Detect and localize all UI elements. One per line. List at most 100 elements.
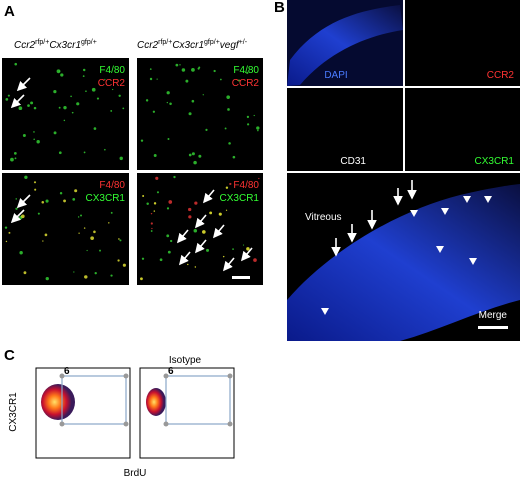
cell-dot	[110, 211, 113, 214]
cell-dot	[14, 62, 18, 66]
cell-dot	[96, 97, 100, 100]
cell-dot	[173, 175, 176, 179]
cell-dot	[37, 212, 40, 215]
cell-dot	[166, 207, 170, 210]
cell-dot	[104, 148, 106, 151]
cell-dot	[44, 233, 48, 237]
gate-handle	[227, 421, 233, 427]
micrograph	[2, 58, 129, 170]
cell-dot	[18, 106, 23, 111]
cell-dot	[14, 157, 17, 160]
cell-dot	[150, 222, 153, 225]
cell-dot	[246, 247, 250, 251]
cell-dot	[188, 112, 192, 116]
cell-dot	[45, 199, 49, 203]
cell-dot	[58, 151, 62, 155]
cell-dot	[34, 188, 37, 191]
micrograph	[405, 88, 520, 171]
arrow	[176, 229, 189, 244]
cell-dot	[159, 258, 163, 262]
cell-dot	[232, 155, 236, 159]
cell-dot	[149, 68, 152, 70]
stain-label: F4/80	[233, 65, 259, 76]
arrowhead	[441, 208, 449, 215]
stain-label: CCR2	[98, 78, 126, 89]
cell-dot	[193, 228, 198, 233]
stain-label: F4/80	[233, 180, 259, 191]
cell-dot	[24, 175, 28, 180]
cell-dot	[166, 91, 170, 95]
arrowhead	[469, 258, 477, 265]
cell-dot	[153, 210, 156, 212]
cell-dot	[22, 134, 26, 138]
cell-dot	[63, 105, 67, 110]
cell-dot	[59, 192, 63, 195]
cell-dot	[257, 129, 259, 132]
arrow	[10, 209, 25, 224]
gate-handle	[123, 373, 129, 379]
channel-label: CCR2	[487, 70, 515, 81]
cell-dot	[152, 110, 156, 113]
cell-dot	[84, 275, 88, 279]
cell-dot	[166, 101, 168, 104]
cell-dot	[86, 249, 88, 252]
cell-dot	[187, 263, 189, 266]
cell-dot	[82, 75, 85, 78]
cell-dot	[33, 106, 37, 110]
axis-label: CX3CR1	[8, 392, 19, 432]
arrow	[178, 251, 191, 266]
cell-dot	[202, 94, 204, 96]
cell-dot	[72, 198, 76, 201]
scale-bar	[232, 276, 250, 279]
cell-dot	[246, 71, 249, 75]
cell-dot	[213, 69, 216, 73]
gate-handle	[123, 421, 129, 427]
gate	[165, 375, 231, 425]
cell-dot	[108, 222, 110, 224]
cell-dot	[99, 249, 101, 252]
cell-dot	[112, 88, 114, 91]
cell-dot	[122, 263, 126, 267]
cell-dot	[227, 108, 230, 111]
cell-dot	[140, 277, 143, 281]
cell-dot	[60, 73, 64, 77]
cell-dot	[63, 199, 66, 203]
cell-dot	[188, 207, 192, 212]
scale-bar	[478, 326, 508, 329]
cell-dot	[30, 101, 34, 105]
cell-dot	[118, 94, 121, 97]
cell-dot	[36, 140, 40, 144]
cell-dot	[218, 212, 222, 216]
arrowhead	[484, 196, 492, 203]
gate-handle	[227, 373, 233, 379]
cell-dot	[13, 152, 17, 155]
stain-label: F4/80	[99, 180, 125, 191]
cell-dot	[222, 255, 225, 258]
cell-dot	[146, 202, 149, 205]
cell-dot	[151, 227, 153, 230]
cell-dot	[4, 226, 8, 229]
arrow	[16, 194, 31, 209]
cell-dot	[122, 107, 125, 110]
gate	[61, 375, 127, 425]
cell-dot	[5, 98, 9, 101]
cell-dot	[256, 126, 260, 130]
cell-dot	[42, 240, 44, 242]
cell-dot	[253, 258, 257, 262]
cell-dot	[153, 154, 157, 157]
cell-dot	[104, 78, 106, 81]
arrow	[16, 77, 31, 92]
cell-dot	[228, 142, 231, 145]
cell-dot	[149, 77, 153, 81]
cell-dot	[118, 238, 120, 240]
genotype-label: Ccr2rfp/+Cx3cr1gfp/+vegf+/-	[137, 39, 248, 51]
cell-dot	[237, 79, 241, 82]
cell-dot	[142, 195, 145, 197]
arrow	[212, 224, 225, 239]
cell-dot	[194, 266, 197, 268]
arrowhead	[321, 308, 329, 315]
gate-handle	[163, 421, 169, 427]
density	[146, 388, 166, 416]
stain-label: CCR2	[232, 78, 260, 89]
cell-dot	[78, 232, 80, 234]
